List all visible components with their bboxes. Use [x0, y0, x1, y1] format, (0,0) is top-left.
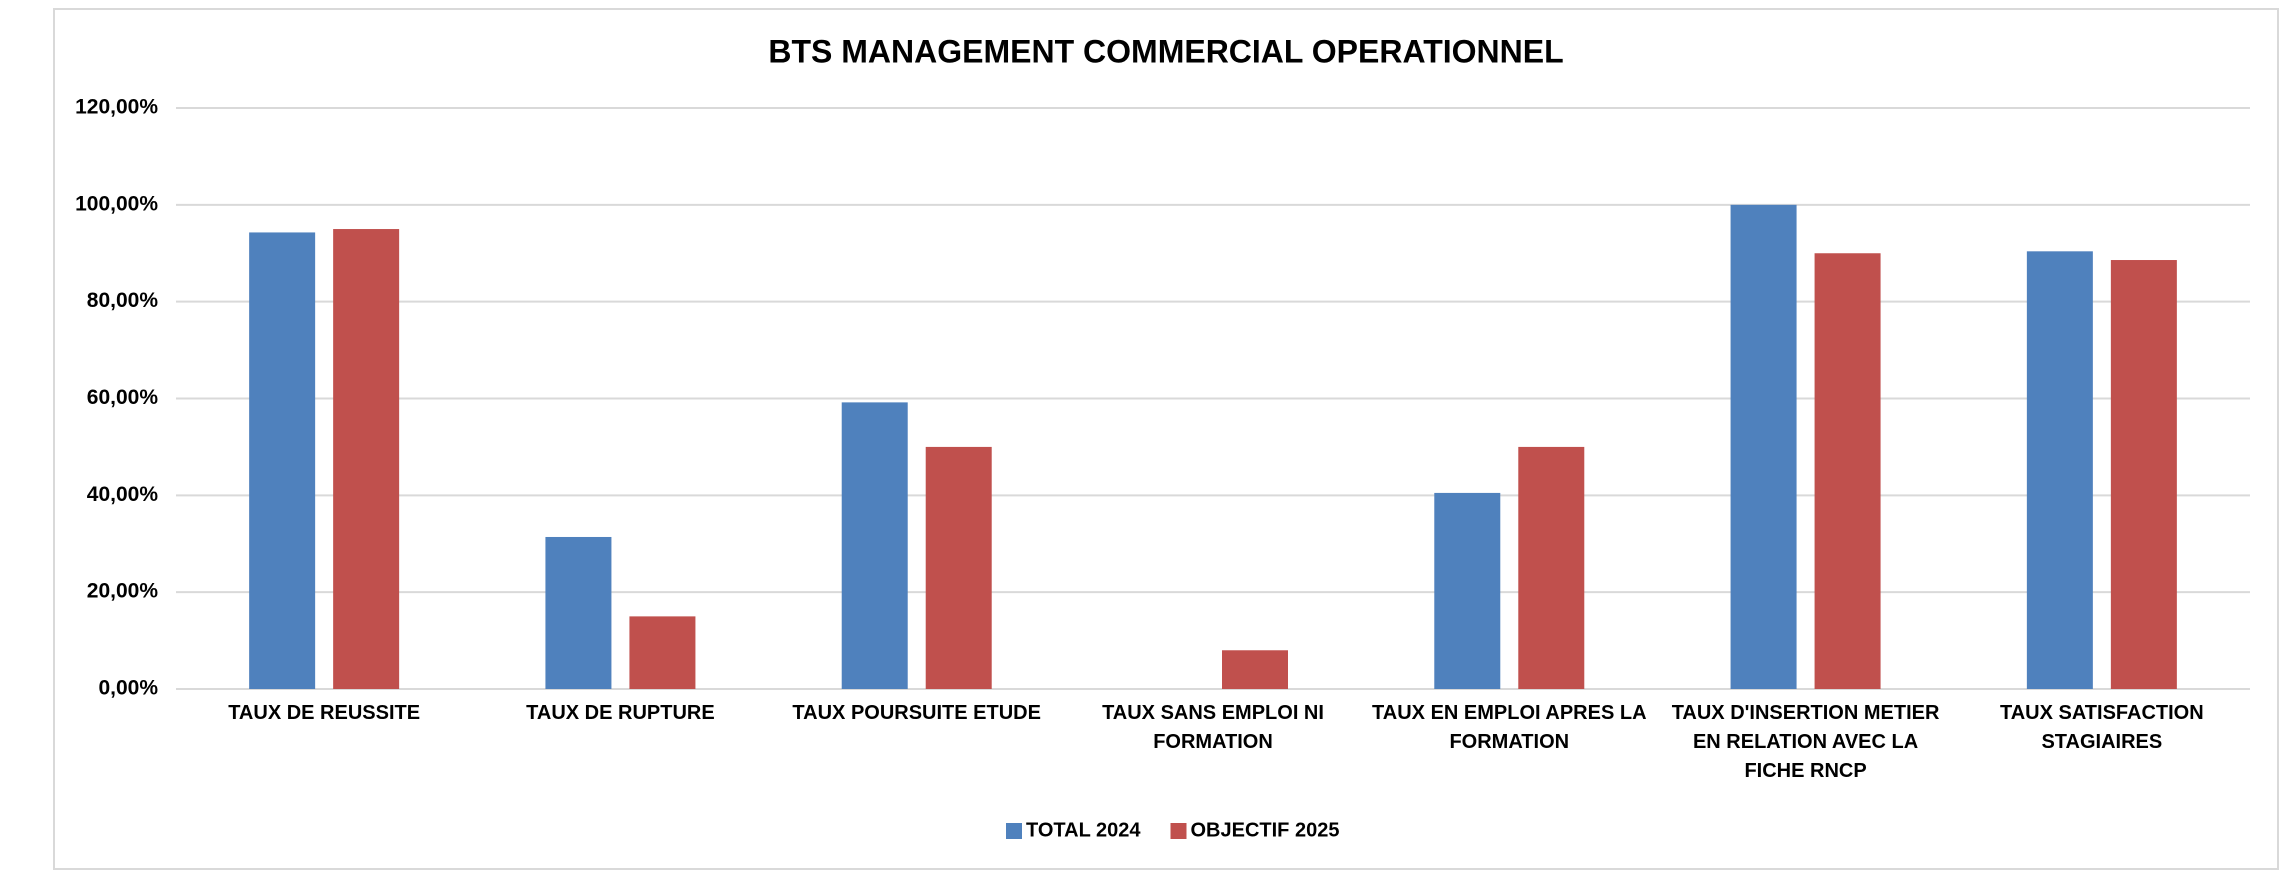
bar [1222, 650, 1288, 689]
x-tick-label: TAUX D'INSERTION METIER EN RELATION AVEC… [1671, 702, 1940, 782]
legend-label: OBJECTIF 2025 [1191, 819, 1340, 841]
bar [925, 446, 992, 689]
chart-title: BTS MANAGEMENT COMMERCIAL OPERATIONNEL [768, 33, 1563, 69]
y-tick-label: 40,00% [87, 483, 159, 506]
bar [2026, 251, 2093, 689]
bar [545, 536, 612, 689]
bar [2110, 260, 2177, 689]
y-tick-label: 20,00% [87, 580, 159, 603]
bar [841, 402, 908, 689]
x-tick-label: TAUX SANS EMPLOI NI FORMATION [1102, 702, 1324, 753]
x-tick-label: TAUX EN EMPLOI APRES LA FORMATION [1372, 702, 1647, 753]
bar [1434, 492, 1501, 689]
bar [1814, 253, 1881, 689]
x-tick-label: TAUX DE REUSSITE [228, 702, 421, 724]
y-tick-label: 0,00% [98, 677, 158, 700]
legend-label: TOTAL 2024 [1026, 819, 1141, 841]
x-tick-label: TAUX SATISFACTION STAGIAIRES [1999, 702, 2204, 753]
bar [629, 616, 696, 689]
x-tick-label: TAUX POURSUITE ETUDE [792, 702, 1041, 724]
legend-swatch [1006, 823, 1022, 839]
chart-frame [53, 8, 2279, 870]
bar [1518, 446, 1585, 689]
bar [249, 232, 316, 689]
y-tick-label: 80,00% [87, 289, 159, 312]
legend-swatch [1170, 823, 1187, 839]
bar [333, 229, 400, 689]
bar [1730, 204, 1797, 690]
y-tick-label: 60,00% [87, 386, 159, 409]
y-tick-label: 100,00% [75, 192, 158, 215]
x-tick-label: TAUX DE RUPTURE [526, 702, 715, 724]
y-tick-label: 120,00% [75, 96, 158, 119]
